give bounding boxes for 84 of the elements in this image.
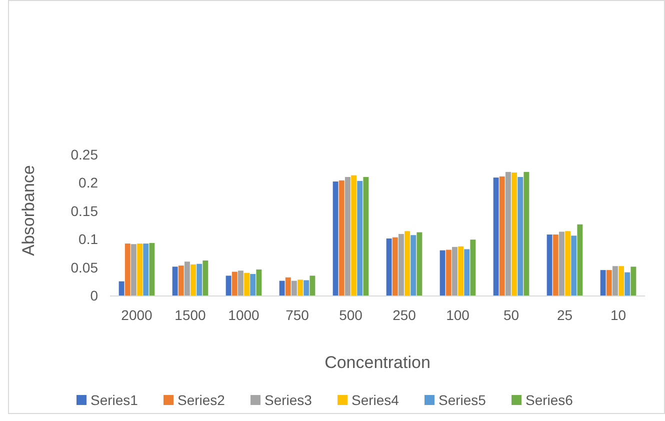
- y-tick-label: 0.2: [78, 174, 98, 191]
- y-tick-label: 0.25: [70, 146, 98, 162]
- bar: [493, 178, 499, 296]
- bar: [571, 236, 577, 296]
- x-tick-label: 1000: [228, 306, 260, 323]
- legend-label: Series2: [178, 392, 226, 408]
- bar: [351, 175, 357, 296]
- bar: [416, 232, 422, 296]
- bar: [226, 276, 232, 296]
- y-tick-label: 0.05: [70, 259, 98, 276]
- bar: [404, 231, 410, 296]
- bar: [618, 266, 624, 296]
- bar: [600, 270, 606, 296]
- bar: [518, 176, 524, 296]
- bar: [612, 266, 618, 296]
- legend-label: Series5: [438, 392, 486, 408]
- bar: [124, 244, 130, 296]
- bar: [606, 270, 612, 296]
- bar: [250, 274, 256, 296]
- x-tick-label: 500: [339, 306, 363, 323]
- bar: [279, 280, 285, 296]
- bar: [398, 234, 404, 296]
- bar: [238, 270, 244, 296]
- bar: [202, 260, 208, 296]
- bar: [232, 272, 238, 296]
- bar: [499, 176, 505, 296]
- legend-label: Series4: [352, 392, 400, 408]
- bar: [470, 240, 476, 296]
- bar: [363, 176, 369, 296]
- bar: [357, 180, 363, 296]
- bar: [546, 234, 552, 296]
- y-tick-label: 0: [90, 287, 98, 304]
- x-tick-label: 50: [503, 306, 520, 323]
- bar: [332, 182, 338, 296]
- bar: [440, 250, 446, 296]
- bar: [558, 232, 564, 296]
- bar: [196, 264, 202, 296]
- x-tick-label: 1500: [174, 306, 206, 323]
- x-tick-label: 25: [556, 306, 573, 323]
- bar: [410, 235, 416, 296]
- bar: [505, 172, 511, 296]
- bar: [624, 272, 630, 296]
- bar: [172, 266, 178, 296]
- bar: [552, 234, 558, 296]
- bar: [458, 246, 464, 296]
- bar: [512, 172, 518, 296]
- bar: [298, 280, 304, 296]
- bar: [178, 266, 184, 296]
- x-tick-label: 750: [286, 306, 310, 323]
- legend-label: Series3: [264, 392, 312, 408]
- bar: [630, 266, 636, 296]
- x-tick-label: 100: [446, 306, 470, 323]
- bar: [190, 264, 196, 296]
- x-tick-label: 10: [610, 306, 626, 323]
- bar: [565, 231, 571, 296]
- bar: [310, 276, 316, 296]
- bar: [344, 176, 350, 296]
- bar: [577, 224, 583, 296]
- bar: [291, 280, 297, 296]
- x-axis-title: Concentration: [324, 353, 430, 372]
- x-tick-label: 2000: [121, 306, 153, 323]
- y-tick-label: 0.1: [78, 231, 98, 248]
- bar: [452, 246, 458, 296]
- bar: [143, 244, 149, 296]
- bar: [304, 280, 310, 296]
- y-tick-label: 0.15: [70, 202, 98, 219]
- y-axis-title: Absorbance: [19, 165, 38, 256]
- bar: [285, 277, 291, 296]
- bar: [386, 238, 392, 296]
- legend-label: Series1: [90, 392, 138, 408]
- bar: [130, 244, 136, 296]
- bar: [392, 237, 398, 296]
- bar: [184, 262, 190, 296]
- bar: [338, 180, 344, 296]
- x-tick-label: 250: [392, 306, 416, 323]
- legend-label: Series6: [526, 392, 574, 408]
- bar: [256, 269, 262, 296]
- bar: [446, 250, 452, 296]
- bar: [137, 244, 143, 296]
- bar: [149, 242, 155, 296]
- bar: [524, 172, 530, 296]
- bar: [244, 272, 250, 296]
- bar: [118, 281, 124, 296]
- bar: [464, 249, 470, 296]
